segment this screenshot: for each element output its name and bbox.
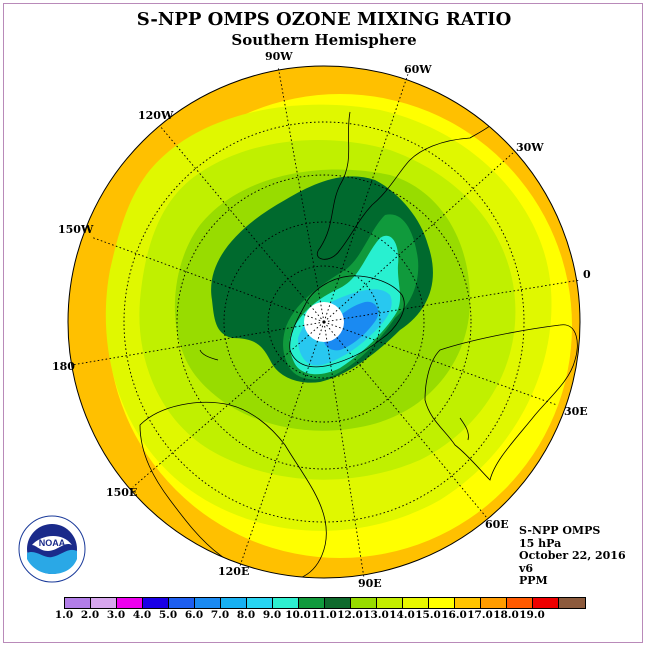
colorbar-swatch (169, 598, 195, 608)
info-units: PPM (519, 574, 548, 587)
colorbar-tick-label: 1.0 (54, 609, 74, 621)
lon-label-90e: 90E (358, 577, 382, 590)
lon-label-0: 0 (583, 268, 591, 281)
colorbar-tick-label: 7.0 (210, 609, 230, 621)
colorbar-tick-label: 6.0 (184, 609, 204, 621)
colorbar-swatch (65, 598, 91, 608)
info-level: 15 hPa (519, 536, 562, 550)
colorbar-tick-label: 17.0 (467, 609, 493, 621)
colorbar-tick-label: 16.0 (441, 609, 467, 621)
colorbar-swatch (559, 598, 585, 608)
noaa-logo-text: NOAA (39, 538, 66, 548)
colorbar-swatch (455, 598, 481, 608)
colorbar-tick-label: 2.0 (80, 609, 100, 621)
colorbar-swatch (377, 598, 403, 608)
colorbar-swatch (247, 598, 273, 608)
colorbar-tick-label: 18.0 (493, 609, 519, 621)
colorbar-tick-label: 4.0 (132, 609, 152, 621)
colorbar-tick-label: 10.0 (285, 609, 311, 621)
map-subtitle: Southern Hemisphere (231, 31, 417, 49)
colorbar-tick-label: 5.0 (158, 609, 178, 621)
colorbar-swatch (533, 598, 559, 608)
colorbar-swatch (325, 598, 351, 608)
colorbar-swatch (351, 598, 377, 608)
lon-label-180: 180 (52, 360, 75, 373)
graticule (71, 65, 581, 579)
colorbar-swatch (299, 598, 325, 608)
colorbar-tick-label: 13.0 (363, 609, 389, 621)
lon-label-150e: 150E (106, 486, 138, 499)
info-date: October 22, 2016 (519, 549, 626, 562)
colorbar-tick-label: 9.0 (262, 609, 282, 621)
lon-label-150w: 150W (58, 223, 94, 236)
colorbar-swatch (117, 598, 143, 608)
lon-label-90w: 90W (265, 50, 293, 63)
info-version: v6 (519, 561, 534, 575)
info-instrument: S-NPP OMPS (519, 524, 601, 537)
lon-label-60e: 60E (485, 518, 509, 531)
colorbar-swatch (195, 598, 221, 608)
pole-marker (322, 320, 326, 324)
lon-label-120e: 120E (218, 565, 250, 578)
colorbar-tick-label: 8.0 (236, 609, 256, 621)
map-title: S-NPP OMPS OZONE MIXING RATIO (136, 9, 512, 30)
colorbar-tick-label: 15.0 (415, 609, 441, 621)
globe-outline (67, 65, 581, 579)
info-panel: S-NPP OMPS 15 hPa October 22, 2016 v6 PP… (519, 524, 626, 588)
coastlines (139, 111, 578, 578)
colorbar-swatch (143, 598, 169, 608)
colorbar-tick-label: 12.0 (337, 609, 363, 621)
colorbar-swatch (429, 598, 455, 608)
lon-label-120w: 120W (138, 109, 174, 122)
colorbar-tick-label: 3.0 (106, 609, 126, 621)
lon-label-30e: 30E (564, 405, 588, 418)
lon-label-60w: 60W (404, 63, 432, 76)
colorbar-ticks: 1.0 2.0 3.0 4.0 5.0 6.0 7.0 8.0 9.0 10.0 11.0 12.0 1… (50, 609, 610, 623)
lon-label-30w: 30W (516, 141, 544, 154)
figure-frame (3, 3, 643, 643)
colorbar-tick-label: 11.0 (311, 609, 337, 621)
colorbar-tick-label: 14.0 (389, 609, 415, 621)
colorbar-swatch (481, 598, 507, 608)
colorbar (64, 597, 586, 609)
colorbar-tick-label: 19.0 (519, 609, 545, 621)
colorbar-swatch (91, 598, 117, 608)
colorbar-swatch (507, 598, 533, 608)
noaa-logo-icon: NOAA (18, 515, 86, 583)
colorbar-swatch (403, 598, 429, 608)
colorbar-swatch (273, 598, 299, 608)
colorbar-swatch (221, 598, 247, 608)
